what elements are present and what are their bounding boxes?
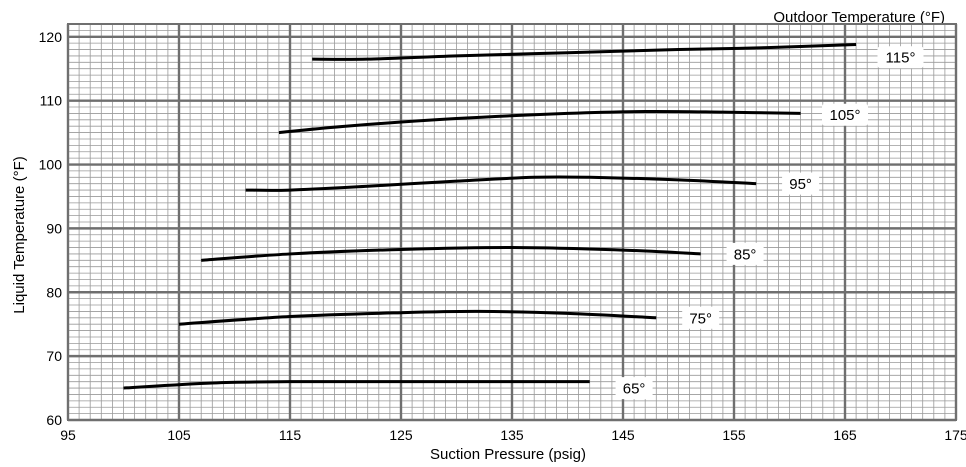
series-line [278, 109, 801, 135]
series-line [245, 175, 757, 192]
y-tick-label: 80 [46, 284, 62, 300]
series-lines [123, 42, 857, 390]
x-tick-label: 125 [389, 427, 413, 443]
x-tick-label: 155 [722, 427, 746, 443]
series-label: 95° [789, 176, 812, 193]
series-line [201, 246, 701, 262]
series-label-bg [822, 103, 868, 126]
x-tick-label: 135 [500, 427, 524, 443]
y-tick-label: 90 [46, 220, 62, 236]
series-label: 65° [623, 381, 646, 398]
y-tick-label: 60 [46, 412, 62, 428]
series-label-bg [877, 46, 924, 69]
plot-border [67, 23, 957, 421]
y-tick-label: 100 [39, 157, 63, 173]
x-axis-title: Suction Pressure (psig) [430, 446, 586, 463]
y-tick-label: 110 [40, 93, 63, 109]
x-tick-label: 165 [833, 427, 857, 443]
series-label: 105° [829, 107, 860, 124]
series-label: 115° [886, 50, 916, 67]
major-grid [66, 23, 958, 422]
y-tick-label: 70 [46, 348, 62, 364]
series-line [178, 309, 657, 326]
x-tick-label: 95 [60, 427, 76, 443]
legend-title: Outdoor Temperature (°F) [773, 9, 945, 26]
series-label-bg [615, 377, 653, 400]
y-tick-label: 120 [39, 29, 63, 45]
series-label-bg [682, 306, 720, 329]
series-labels: 115° 105° 95° 85° 75° 65° [615, 46, 924, 400]
series-label: 75° [689, 310, 712, 327]
y-axis-title: Liquid Temperature (°F) [11, 156, 28, 313]
x-tick-label: 145 [611, 427, 635, 443]
x-tick-labels: 95 105 115 125 135 145 155 165 175 [60, 427, 966, 443]
series-line [312, 42, 857, 61]
series-label-bg [726, 242, 764, 265]
series-line [123, 380, 590, 390]
x-tick-label: 105 [167, 427, 191, 443]
series-label: 85° [734, 246, 757, 263]
y-tick-labels: 60 70 80 90 100 110 120 [39, 29, 63, 428]
x-tick-label: 175 [944, 427, 966, 443]
x-tick-label: 115 [279, 427, 302, 443]
series-label-bg [782, 172, 820, 195]
